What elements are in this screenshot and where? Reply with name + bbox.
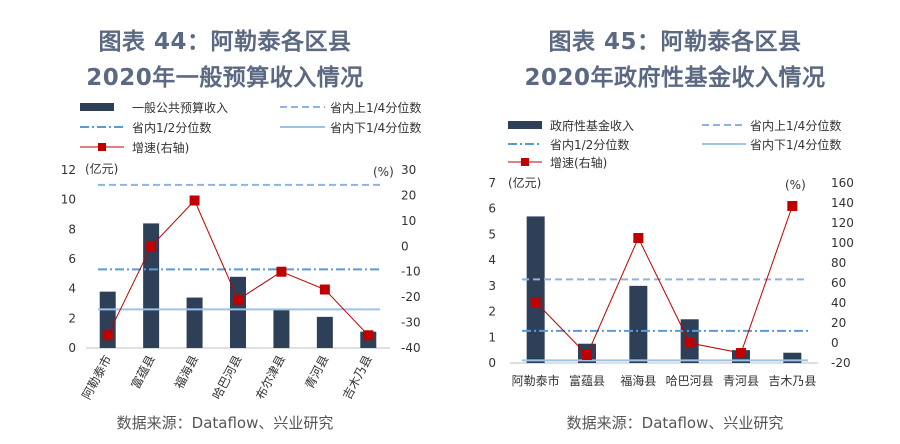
chart-title-line1: 图表 45：阿勒泰各区县: [548, 29, 802, 55]
x-tick-label: 吉木乃县: [768, 374, 816, 388]
y-left-tick-label: 4: [68, 282, 76, 296]
chart-title-line1: 图表 44：阿勒泰各区县: [98, 29, 352, 55]
y-right-tick-label: 160: [831, 176, 854, 190]
bar: [316, 316, 333, 348]
y-right-tick-label: 10: [401, 214, 416, 228]
y-right-tick-label: -20: [401, 290, 421, 304]
x-tick-label: 阿勒泰市: [512, 373, 560, 388]
legend-label-upper: 省内上1/4分位数: [330, 100, 421, 115]
x-tick-label: 布尔津县: [252, 352, 288, 401]
growth-marker: [319, 284, 330, 295]
chart-right-svg: 政府性基金收入 省内上1/4分位数 省内1/2分位数 省内下1/4分位数 增速(…: [488, 118, 854, 388]
legend: 一般公共预算收入 省内上1/4分位数 省内1/2分位数 省内下1/4分位数 增速…: [80, 100, 421, 155]
left-axis-unit: (亿元): [508, 175, 541, 190]
y-right-tick-label: -20: [831, 356, 851, 370]
y-left-tick-label: 0: [68, 341, 76, 355]
y-right-tick-label: 60: [831, 276, 846, 290]
y-left-tick-label: 5: [488, 227, 496, 241]
growth-marker: [233, 294, 243, 305]
y-right-tick-label: 30: [401, 163, 416, 177]
x-tick-label: 富蕴县: [128, 352, 158, 391]
y-left-tick-label: 0: [488, 356, 496, 370]
legend: 政府性基金收入 省内上1/4分位数 省内1/2分位数 省内下1/4分位数 增速(…: [508, 118, 841, 170]
y-left-tick-label: 3: [488, 279, 496, 293]
y-left-tick-label: 2: [488, 305, 496, 319]
growth-marker: [102, 330, 113, 341]
y-right-tick-label: 140: [831, 196, 854, 210]
chart-left-svg: 一般公共预算收入 省内上1/4分位数 省内1/2分位数 省内下1/4分位数 增速…: [61, 100, 422, 402]
legend-label-bar: 政府性基金收入: [550, 118, 634, 133]
chart-panel-right: 图表 45：阿勒泰各区县 2020年政府性基金收入情况 政府性基金收入 省内上1…: [450, 0, 900, 444]
legend-swatch-growth-marker: [98, 143, 106, 151]
y-right-tick-label: 0: [831, 336, 839, 350]
y-right-tick-label: -40: [401, 341, 421, 355]
growth-marker: [582, 350, 592, 360]
growth-marker: [146, 241, 157, 252]
y-right-tick-label: 40: [831, 296, 846, 310]
legend-label-median: 省内1/2分位数: [550, 137, 629, 152]
x-tick-label: 哈巴河县: [666, 374, 714, 388]
right-axis-unit: (%): [373, 165, 394, 179]
growth-line: [535, 205, 793, 356]
y-left-tick-label: 4: [488, 253, 496, 267]
bar: [526, 216, 545, 363]
right-axis-unit: (%): [785, 178, 806, 192]
data-source: 数据来源：Dataflow、兴业研究: [566, 414, 784, 432]
legend-label-growth: 增速(右轴): [550, 155, 607, 170]
bar: [230, 276, 246, 348]
legend-swatch-growth-marker: [521, 158, 529, 166]
bar: [783, 352, 802, 363]
growth-marker: [787, 201, 798, 211]
y-right-tick-label: 100: [831, 236, 854, 250]
x-tick-label: 福海县: [171, 352, 201, 391]
legend-label-lower: 省内下1/4分位数: [750, 137, 841, 152]
legend-label-median: 省内1/2分位数: [132, 120, 211, 135]
chart-title-line2: 2020年政府性基金收入情况: [524, 65, 826, 91]
x-tick-label: 哈巴河县: [210, 353, 245, 402]
growth-marker: [684, 338, 695, 348]
growth-marker: [736, 348, 746, 358]
y-left-tick-label: 12: [61, 163, 76, 177]
x-tick-label: 富蕴县: [569, 373, 605, 388]
bar: [273, 309, 290, 348]
bar: [186, 297, 203, 348]
y-right-tick-label: 20: [831, 316, 846, 330]
y-right-tick-label: 80: [831, 256, 846, 270]
left-axis-unit: (亿元): [85, 161, 118, 176]
legend-swatch-bar: [80, 103, 114, 111]
y-left-tick-label: 7: [488, 176, 496, 190]
growth-marker: [530, 297, 541, 307]
y-left-tick-label: 6: [488, 202, 496, 216]
growth-marker: [633, 233, 644, 243]
growth-marker: [276, 266, 287, 277]
x-tick-label: 青河县: [302, 353, 331, 391]
plot-area-left: 0 2 4 6 8 10 12 -40 -30 -20 -10 0 10 20 30 阿勒泰市 富蕴县 福海县 哈巴…: [61, 163, 421, 402]
y-right-tick-label: 20: [401, 188, 416, 202]
legend-label-upper: 省内上1/4分位数: [750, 118, 841, 133]
y-left-tick-label: 1: [488, 330, 496, 344]
y-right-tick-label: 0: [401, 239, 409, 253]
chart-title-line2: 2020年一般预算收入情况: [86, 65, 364, 91]
y-left-tick-label: 6: [68, 252, 76, 266]
x-tick-label: 福海县: [620, 373, 656, 388]
bar: [629, 285, 648, 363]
legend-label-bar: 一般公共预算收入: [132, 100, 228, 115]
data-source: 数据来源：Dataflow、兴业研究: [116, 414, 334, 432]
legend-label-lower: 省内下1/4分位数: [330, 120, 421, 135]
x-tick-label: 青河县: [723, 374, 759, 388]
y-left-tick-label: 2: [68, 311, 76, 325]
y-right-tick-label: -30: [401, 316, 421, 330]
x-tick-label: 阿勒泰市: [79, 352, 115, 401]
y-left-tick-label: 8: [68, 222, 76, 236]
growth-marker: [363, 330, 374, 341]
legend-swatch-bar: [508, 121, 542, 129]
y-right-tick-label: 120: [831, 216, 854, 230]
y-right-tick-label: -10: [401, 265, 421, 279]
legend-label-growth: 增速(右轴): [132, 140, 189, 155]
plot-area-right: 0 1 2 3 4 5 6 7 -20 0 20 40 60 80 100 120 140 160 阿勒泰市 富蕴县福…: [488, 176, 854, 388]
chart-panel-left: 图表 44：阿勒泰各区县 2020年一般预算收入情况 一般公共预算收入 省内上1…: [61, 29, 422, 432]
x-tick-label: 吉木乃县: [340, 353, 375, 402]
y-left-tick-label: 10: [61, 193, 76, 207]
growth-marker: [189, 195, 200, 206]
